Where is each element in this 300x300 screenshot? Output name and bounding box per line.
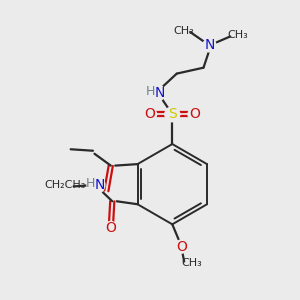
Text: CH₃: CH₃ xyxy=(173,26,194,35)
Circle shape xyxy=(188,108,201,121)
Text: S: S xyxy=(168,107,177,121)
Circle shape xyxy=(143,108,157,121)
Circle shape xyxy=(203,39,216,52)
Text: O: O xyxy=(176,240,187,254)
Text: O: O xyxy=(145,107,155,121)
Circle shape xyxy=(165,107,180,122)
Circle shape xyxy=(87,176,105,194)
Circle shape xyxy=(147,84,165,102)
Text: N: N xyxy=(94,178,105,192)
Text: CH₂CH₃: CH₂CH₃ xyxy=(44,180,86,190)
Text: H: H xyxy=(86,177,95,190)
Text: O: O xyxy=(105,221,116,235)
Circle shape xyxy=(104,221,117,235)
Circle shape xyxy=(175,240,188,253)
Text: CH₃: CH₃ xyxy=(181,258,202,268)
Text: CH₃: CH₃ xyxy=(227,30,248,40)
Text: O: O xyxy=(189,107,200,121)
Text: N: N xyxy=(204,38,214,52)
Text: N: N xyxy=(154,86,165,100)
Text: H: H xyxy=(146,85,155,98)
